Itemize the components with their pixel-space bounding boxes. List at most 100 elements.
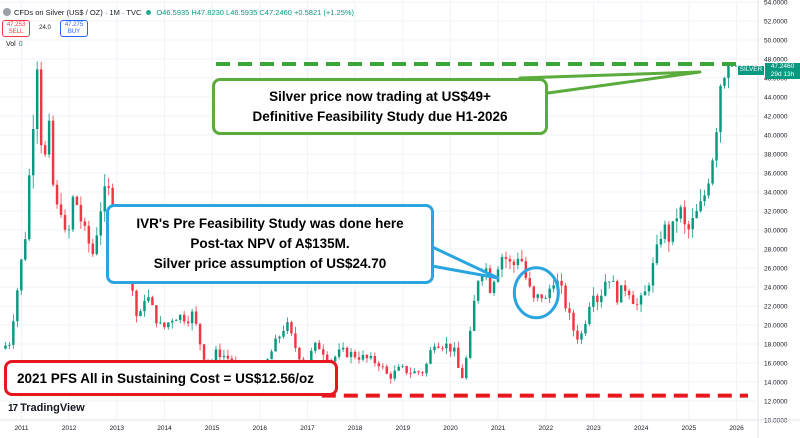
candle: [417, 370, 420, 376]
candle: [612, 275, 615, 282]
candle-body: [695, 211, 698, 219]
candle-body: [43, 145, 47, 155]
callout-pfs: IVR's Pre Feasibility Study was done her…: [106, 204, 434, 284]
x-tick-label: 2025: [682, 425, 697, 432]
sell-button[interactable]: 47.253 SELL: [2, 20, 30, 37]
candle: [691, 208, 694, 238]
candle-body: [449, 343, 452, 352]
time-axis[interactable]: 2011 2012 2013 2014 2015 2016 2017 2018 2019 2020…: [0, 419, 800, 432]
candle: [592, 287, 595, 313]
candle-body: [623, 285, 627, 291]
candle: [99, 202, 102, 246]
candle: [63, 209, 67, 233]
y-tick-label: 46.0000: [764, 76, 788, 83]
symbol-tag-text: SILVER: [739, 66, 763, 73]
candle: [461, 364, 464, 379]
candle-body: [564, 285, 567, 309]
y-tick-label: 24.0000: [764, 285, 788, 292]
candle-body: [465, 357, 468, 379]
candle-body: [405, 366, 408, 373]
candle-body: [675, 218, 679, 222]
candle-body: [4, 345, 7, 349]
candle-body: [679, 207, 683, 219]
candle-body: [107, 186, 110, 188]
candle-body: [202, 344, 206, 360]
candle: [457, 341, 460, 369]
candle: [623, 280, 627, 297]
y-tick-label: 22.0000: [764, 304, 788, 311]
candle-body: [536, 294, 539, 298]
candle: [20, 258, 23, 295]
candle-body: [401, 366, 404, 367]
candle: [627, 288, 631, 300]
volume-value: 0: [18, 41, 23, 48]
volume-legend[interactable]: Vol 0: [6, 41, 23, 48]
pfs-highlight-circle: [512, 266, 560, 320]
candle: [389, 371, 392, 384]
candle: [290, 320, 293, 336]
candle-body: [167, 322, 170, 328]
candle: [675, 208, 679, 233]
candle-body: [544, 298, 547, 299]
callout-green-line-1: Silver price now trading at US$49+: [269, 88, 491, 104]
instrument-title[interactable]: CFDs on Silver (US$ / OZ) · 1M · TVC: [14, 7, 142, 17]
candle: [651, 257, 655, 293]
candle-body: [337, 349, 341, 357]
candle-body: [500, 257, 504, 270]
candle: [576, 324, 579, 344]
candle: [441, 345, 444, 352]
candle-body: [496, 269, 500, 282]
y-tick-label: 40.0000: [764, 133, 788, 140]
candle-body: [67, 229, 71, 231]
tradingview-logo[interactable]: 17 TradingView: [8, 402, 85, 414]
candle: [314, 342, 317, 354]
chart-legend-header: CFDs on Silver (US$ / OZ) · 1M · TVC O46…: [3, 5, 354, 19]
candle: [171, 318, 174, 329]
candle-body: [508, 258, 512, 262]
candle: [683, 200, 686, 234]
candle-body: [314, 342, 317, 351]
candle: [47, 113, 51, 158]
candle: [425, 362, 428, 377]
y-tick-label: 26.0000: [764, 266, 788, 273]
candle-body: [445, 343, 448, 349]
candle: [564, 282, 567, 312]
candle: [55, 180, 59, 209]
x-tick-label: 2024: [634, 425, 649, 432]
candle: [107, 177, 110, 196]
candle-body: [512, 261, 516, 266]
candle: [87, 220, 91, 253]
x-tick-label: 2022: [539, 425, 554, 432]
candle-body: [369, 356, 373, 359]
candle-body: [516, 258, 520, 266]
candle-body: [441, 347, 444, 349]
candle-body: [615, 281, 619, 303]
candle-body: [83, 221, 87, 226]
candle: [401, 363, 404, 369]
candle: [468, 326, 472, 359]
sell-price: 47.253: [6, 22, 26, 28]
candle: [385, 364, 389, 375]
candle: [615, 279, 619, 305]
buy-button[interactable]: 47.275 BUY: [60, 20, 88, 37]
candle-body: [71, 196, 75, 230]
candle: [79, 196, 83, 230]
candle: [373, 352, 377, 367]
blue-callout-pointer: [426, 243, 500, 280]
candle: [182, 311, 186, 325]
x-tick-label: 2018: [348, 425, 363, 432]
candle-body: [79, 204, 83, 222]
callout-aisc: 2021 PFS All in Sustaining Cost = US$12.…: [4, 360, 338, 396]
callout-current-price: Silver price now trading at US$49+ Defin…: [212, 78, 548, 135]
candle-body: [540, 294, 543, 299]
candle-body: [711, 160, 714, 184]
y-tick-label: 30.0000: [764, 228, 788, 235]
candle-body: [723, 77, 726, 86]
candle: [159, 316, 162, 325]
candle: [619, 285, 623, 303]
candle-body: [715, 132, 718, 161]
candle: [472, 294, 476, 331]
candle-body: [147, 297, 150, 301]
candle: [139, 309, 142, 317]
candle-body: [353, 351, 357, 358]
